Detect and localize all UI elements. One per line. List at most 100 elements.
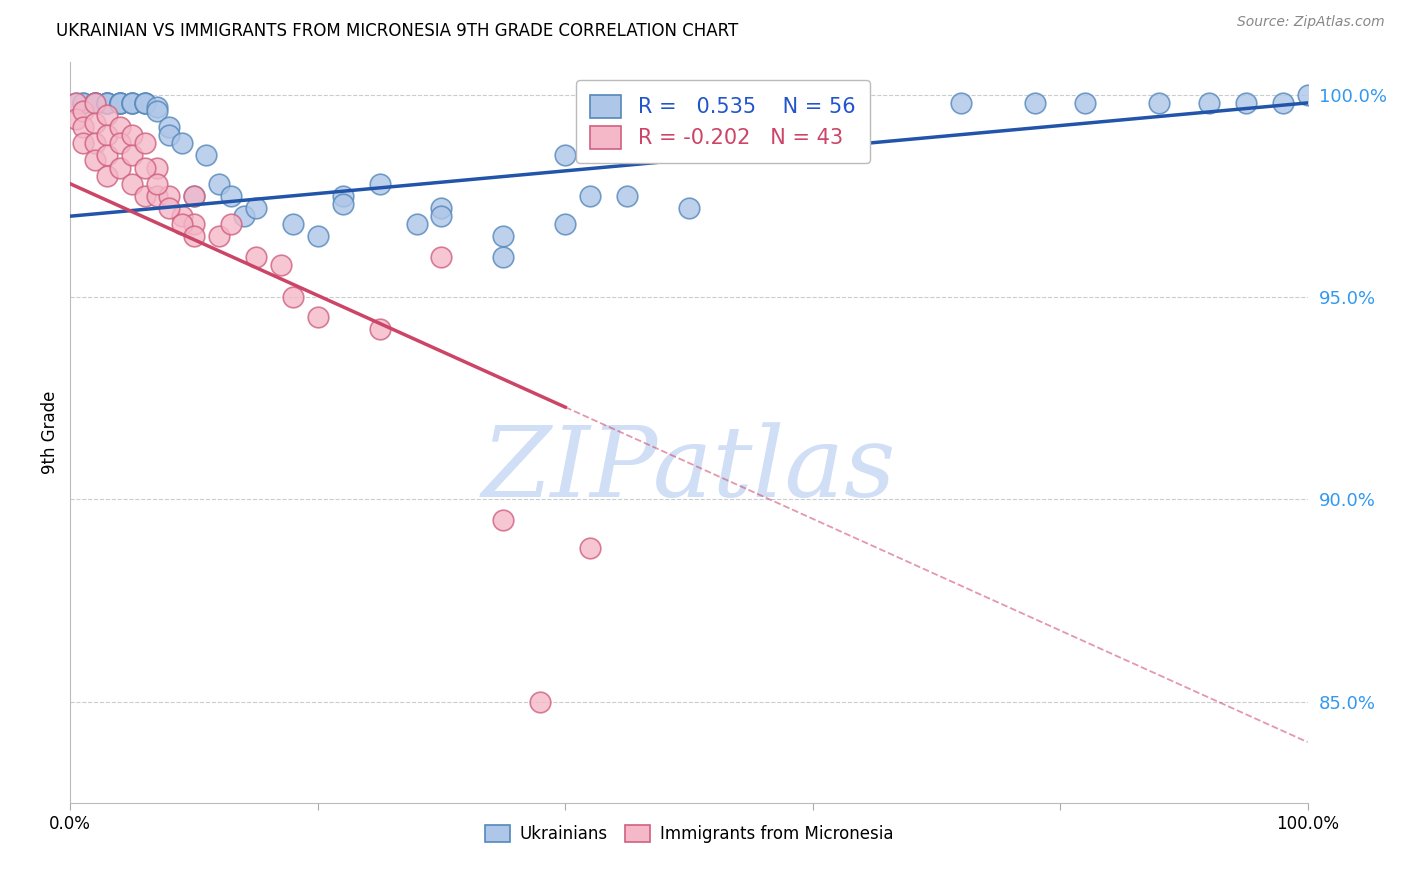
Point: [84, 95, 107, 110]
Point: [84, 153, 107, 167]
Point: [108, 136, 131, 151]
Point: [554, 148, 576, 162]
Point: [96, 95, 118, 110]
Point: [183, 229, 205, 244]
Point: [492, 250, 515, 264]
Point: [307, 310, 329, 325]
Point: [96, 95, 118, 110]
Point: [170, 136, 193, 151]
Point: [529, 695, 551, 709]
Legend: Ukrainians, Immigrants from Micronesia: Ukrainians, Immigrants from Micronesia: [478, 819, 900, 850]
Point: [72, 103, 94, 118]
Point: [108, 161, 131, 175]
Point: [134, 161, 156, 175]
Point: [157, 120, 180, 135]
Point: [183, 189, 205, 203]
Point: [270, 258, 292, 272]
Point: [430, 250, 453, 264]
Point: [157, 128, 180, 143]
Point: [332, 189, 354, 203]
Point: [332, 197, 354, 211]
Point: [170, 209, 193, 223]
Point: [121, 95, 143, 110]
Point: [368, 322, 391, 336]
Point: [1074, 95, 1097, 110]
Point: [84, 116, 107, 130]
Point: [405, 217, 427, 231]
Point: [108, 95, 131, 110]
Point: [121, 177, 143, 191]
Point: [134, 136, 156, 151]
Point: [65, 112, 87, 126]
Point: [72, 95, 94, 110]
Point: [72, 95, 94, 110]
Point: [121, 95, 143, 110]
Point: [146, 177, 169, 191]
Text: UKRAINIAN VS IMMIGRANTS FROM MICRONESIA 9TH GRADE CORRELATION CHART: UKRAINIAN VS IMMIGRANTS FROM MICRONESIA …: [56, 22, 738, 40]
Point: [72, 120, 94, 135]
Point: [801, 95, 824, 110]
Point: [183, 189, 205, 203]
Point: [170, 217, 193, 231]
Point: [146, 161, 169, 175]
Point: [84, 136, 107, 151]
Y-axis label: 9th Grade: 9th Grade: [41, 391, 59, 475]
Point: [157, 189, 180, 203]
Point: [65, 95, 87, 110]
Point: [96, 128, 118, 143]
Point: [219, 217, 242, 231]
Point: [368, 177, 391, 191]
Point: [1198, 95, 1220, 110]
Point: [245, 201, 267, 215]
Point: [84, 95, 107, 110]
Point: [96, 95, 118, 110]
Point: [1271, 95, 1294, 110]
Point: [678, 201, 700, 215]
Point: [134, 95, 156, 110]
Point: [108, 120, 131, 135]
Point: [108, 95, 131, 110]
Point: [232, 209, 254, 223]
Point: [183, 217, 205, 231]
Point: [96, 108, 118, 122]
Point: [950, 95, 973, 110]
Point: [157, 201, 180, 215]
Point: [121, 128, 143, 143]
Point: [134, 95, 156, 110]
Point: [208, 177, 231, 191]
Point: [96, 148, 118, 162]
Point: [492, 229, 515, 244]
Point: [146, 100, 169, 114]
Point: [492, 513, 515, 527]
Point: [430, 209, 453, 223]
Point: [1147, 95, 1170, 110]
Point: [108, 95, 131, 110]
Point: [65, 95, 87, 110]
Point: [430, 201, 453, 215]
Point: [146, 103, 169, 118]
Point: [108, 95, 131, 110]
Point: [579, 541, 602, 555]
Point: [146, 189, 169, 203]
Point: [134, 189, 156, 203]
Point: [1296, 87, 1319, 102]
Point: [134, 95, 156, 110]
Text: ZIPatlas: ZIPatlas: [482, 422, 896, 517]
Point: [1024, 95, 1046, 110]
Point: [96, 95, 118, 110]
Point: [208, 229, 231, 244]
Point: [84, 95, 107, 110]
Point: [1234, 95, 1257, 110]
Point: [219, 189, 242, 203]
Point: [72, 136, 94, 151]
Point: [616, 189, 638, 203]
Point: [84, 95, 107, 110]
Point: [84, 95, 107, 110]
Point: [281, 290, 304, 304]
Text: Source: ZipAtlas.com: Source: ZipAtlas.com: [1237, 15, 1385, 29]
Point: [121, 95, 143, 110]
Point: [554, 217, 576, 231]
Point: [121, 148, 143, 162]
Point: [307, 229, 329, 244]
Point: [195, 148, 218, 162]
